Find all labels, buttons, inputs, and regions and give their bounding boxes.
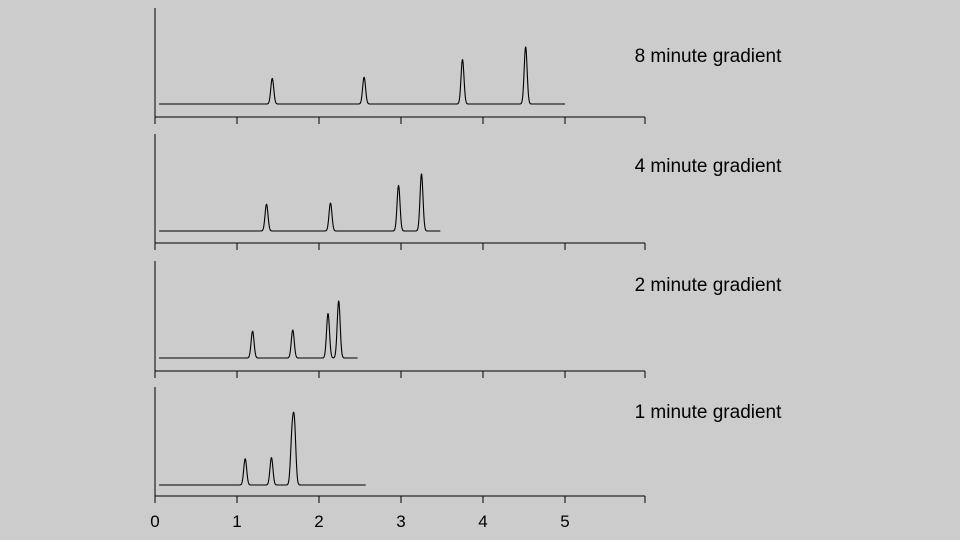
panel-label: 8 minute gradient (635, 46, 783, 67)
chromatogram-trace (158, 173, 441, 232)
chromatogram-trace (158, 411, 367, 486)
x-tick-label: 4 (478, 512, 487, 531)
x-tick-label: 0 (150, 512, 159, 531)
x-tick-label: 5 (560, 512, 569, 531)
panel-label: 1 minute gradient (635, 402, 783, 423)
panel-label: 2 minute gradient (635, 275, 783, 296)
panel-1: 8 minute gradient (154, 8, 783, 124)
x-tick-label: 3 (396, 512, 405, 531)
panel-label: 4 minute gradient (635, 156, 783, 177)
x-tick-label: 1 (232, 512, 241, 531)
panel-2: 4 minute gradient (154, 134, 783, 250)
x-tick-label: 2 (314, 512, 323, 531)
panel-4: 1 minute gradient (154, 387, 783, 503)
chromatogram-trace (158, 300, 358, 359)
panel-3: 2 minute gradient (154, 261, 783, 378)
chromatogram-trace (158, 46, 566, 105)
